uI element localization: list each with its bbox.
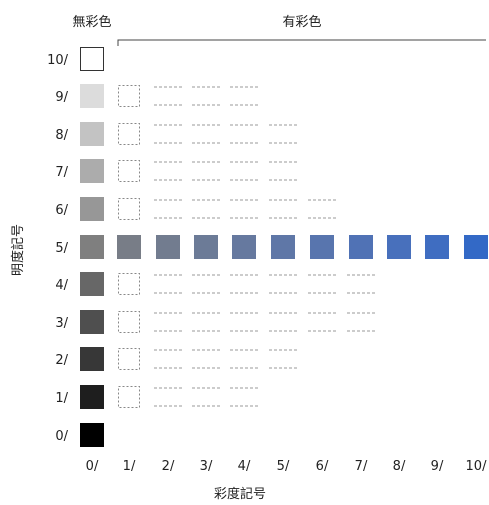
- value-tick-label: 7/: [55, 165, 68, 180]
- placeholder-swatch: [118, 123, 140, 145]
- placeholder-swatch: [118, 386, 140, 408]
- chroma-tick-label: 7/: [355, 459, 368, 474]
- value-5-swatch: [156, 235, 180, 259]
- dashed-guides: [154, 86, 375, 407]
- gray-swatch: [80, 272, 104, 296]
- value-tick-label: 3/: [55, 316, 68, 331]
- value-tick-label: 8/: [55, 128, 68, 143]
- placeholder-swatch: [118, 85, 140, 107]
- placeholder-swatch: [118, 160, 140, 182]
- placeholder-swatch: [118, 273, 140, 295]
- gray-swatch: [80, 310, 104, 334]
- value-5-swatch: [387, 235, 411, 259]
- value-5-swatch: [464, 235, 488, 259]
- gray-swatch: [80, 385, 104, 409]
- placeholder-column: [118, 85, 140, 408]
- value-tick-label: 6/: [55, 203, 68, 218]
- gray-swatch: [80, 347, 104, 371]
- placeholder-swatch: [118, 348, 140, 370]
- gray-swatch: [80, 197, 104, 221]
- chroma-tick-label: 2/: [162, 459, 175, 474]
- value-5-swatch: [310, 235, 334, 259]
- value-tick-label: 4/: [55, 278, 68, 293]
- gray-swatch: [80, 159, 104, 183]
- value-axis-label: 明度記号: [10, 224, 26, 276]
- achromatic-header: 無彩色: [72, 14, 111, 30]
- gray-swatch: [80, 122, 104, 146]
- value-tick-label: 0/: [55, 429, 68, 444]
- value-5-swatch: [232, 235, 256, 259]
- chroma-tick-label: 3/: [200, 459, 213, 474]
- chromatic-header: 有彩色: [282, 14, 321, 30]
- value-5-swatch: [425, 235, 449, 259]
- chroma-tick-label: 10/: [466, 459, 488, 474]
- chroma-tick-label: 0/: [86, 459, 99, 474]
- chroma-ticks: 0/1/2/3/4/5/6/7/8/9/10/: [86, 459, 487, 474]
- value-tick-label: 1/: [55, 391, 68, 406]
- value-tick-label: 10/: [47, 53, 69, 68]
- chroma-tick-label: 1/: [123, 459, 136, 474]
- value-5-swatch: [271, 235, 295, 259]
- value-tick-label: 5/: [55, 241, 68, 256]
- gray-swatch: [80, 84, 104, 108]
- chromatic-bracket: [117, 39, 486, 46]
- gray-swatch: [80, 423, 104, 447]
- chroma-axis-label: 彩度記号: [214, 486, 266, 502]
- value-5-row: [117, 235, 488, 259]
- placeholder-swatch: [118, 311, 140, 333]
- chroma-tick-label: 9/: [431, 459, 444, 474]
- value-ticks: 10/9/8/7/6/5/4/3/2/1/0/: [47, 53, 69, 444]
- gray-swatch: [80, 235, 104, 259]
- value-5-swatch: [194, 235, 218, 259]
- gray-swatch: [80, 47, 104, 71]
- gray-column: [80, 47, 104, 447]
- chroma-tick-label: 5/: [277, 459, 290, 474]
- value-tick-label: 9/: [55, 90, 68, 105]
- value-5-swatch: [349, 235, 373, 259]
- chroma-tick-label: 8/: [393, 459, 406, 474]
- value-5-swatch: [117, 235, 141, 259]
- placeholder-swatch: [118, 198, 140, 220]
- value-tick-label: 2/: [55, 353, 68, 368]
- chroma-tick-label: 6/: [316, 459, 329, 474]
- chroma-tick-label: 4/: [238, 459, 251, 474]
